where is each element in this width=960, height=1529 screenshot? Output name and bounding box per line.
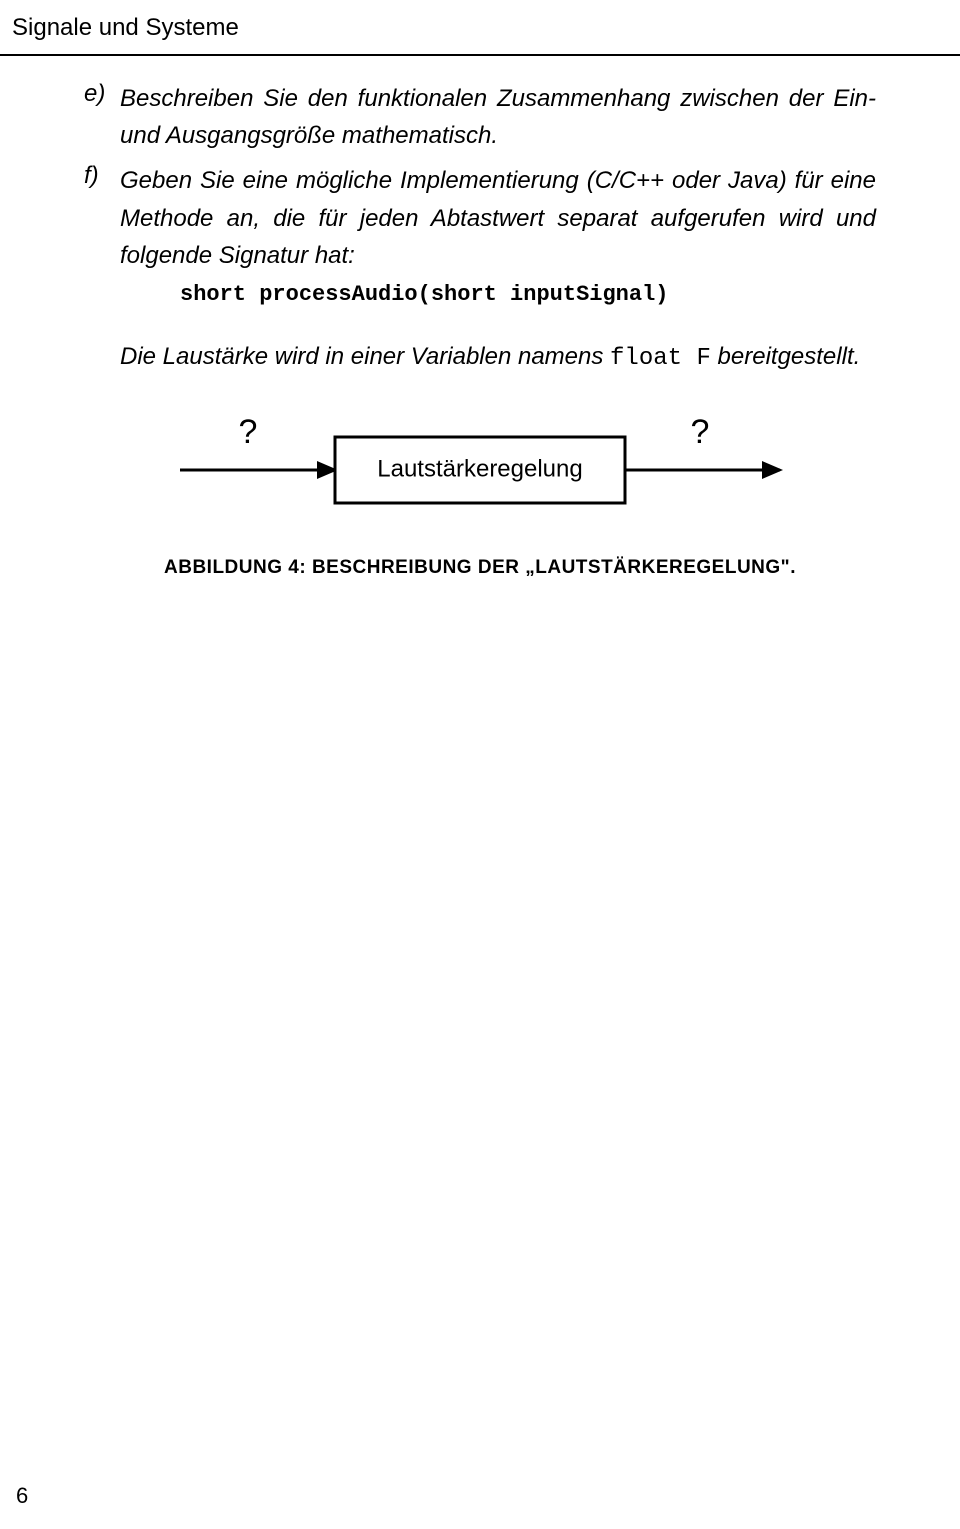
page-body: e) Beschreiben Sie den funktionalen Zusa… (0, 56, 960, 579)
item-text-e: Beschreiben Sie den funktionalen Zusamme… (120, 80, 876, 154)
diagram-container: Lautstärkeregelung?? (84, 405, 876, 535)
code-signature: short processAudio(short inputSignal) (120, 278, 876, 312)
page: Signale und Systeme e) Beschreiben Sie d… (0, 0, 960, 1529)
item-marker-f: f) (84, 162, 120, 330)
item-marker-e: e) (84, 80, 120, 154)
item-text-f-body: Geben Sie eine mögliche Implementierung … (120, 167, 876, 268)
diagram-qmark-right: ? (691, 413, 710, 451)
list-item-f: f) Geben Sie eine mögliche Implementieru… (84, 162, 876, 330)
block-diagram: Lautstärkeregelung?? (160, 405, 800, 535)
page-number: 6 (16, 1483, 28, 1509)
figure-caption: ABBILDUNG 4: BESCHREIBUNG DER „LAUTSTÄRK… (84, 557, 876, 579)
diagram-box-label: Lautstärkeregelung (377, 456, 582, 483)
float-sentence: Die Laustärke wird in einer Variablen na… (84, 338, 876, 377)
float-sentence-post: bereitgestellt. (711, 343, 860, 370)
float-sentence-pre: Die Laustärke wird in einer Variablen na… (120, 343, 610, 370)
float-sentence-mono: float F (610, 345, 711, 372)
item-text-f: Geben Sie eine mögliche Implementierung … (120, 162, 876, 330)
header-title: Signale und Systeme (12, 14, 239, 41)
list-item-e: e) Beschreiben Sie den funktionalen Zusa… (84, 80, 876, 154)
page-header: Signale und Systeme (0, 0, 960, 42)
diagram-qmark-left: ? (239, 413, 258, 451)
